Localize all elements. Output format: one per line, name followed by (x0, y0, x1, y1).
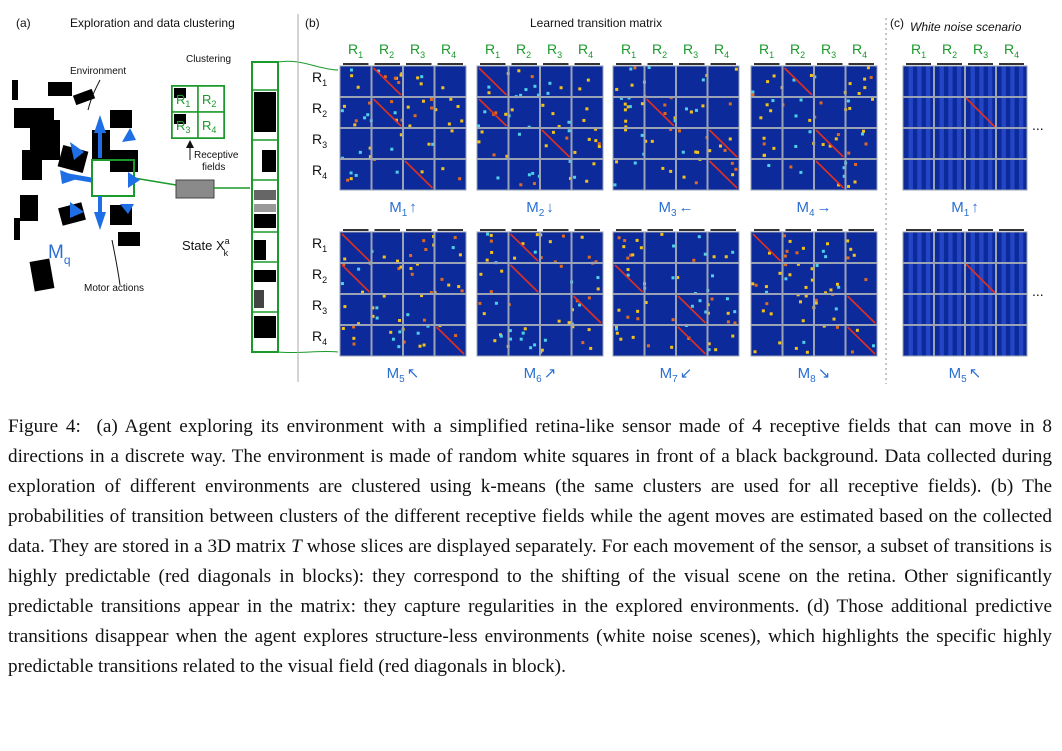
cluster-label-r1: R1 (176, 92, 190, 109)
movement-label-bottom-2: M6 ↗ (524, 365, 557, 385)
panel-c-title: White noise scenario (910, 20, 1022, 34)
clustering-label: Clustering (186, 54, 231, 65)
matrix-learned-3 (750, 63, 878, 191)
matrix-learned-4 (339, 229, 467, 357)
panel-b-label: (b) (305, 16, 320, 30)
row-label-bottom-2: R2 (312, 266, 327, 285)
movement-label-bottom-4: M8 ↘ (798, 365, 831, 385)
matrix-learned-0 (339, 63, 467, 191)
cluster-grid (171, 85, 225, 139)
sensor-device (175, 179, 215, 199)
cluster-label-r3: R3 (176, 118, 190, 135)
environment-label: Environment (70, 66, 126, 77)
col-label-4-4: R4 (1004, 41, 1019, 60)
col-label-1-4: R4 (578, 41, 593, 60)
col-label-1-2: R2 (516, 41, 531, 60)
matrix-learned-2 (612, 63, 740, 191)
col-label-2-1: R1 (621, 41, 636, 60)
col-label-0-1: R1 (348, 41, 363, 60)
matrix-noise-1 (902, 229, 1028, 357)
panel-a-title: Exploration and data clustering (70, 16, 235, 30)
col-label-4-2: R2 (942, 41, 957, 60)
col-label-1-3: R3 (547, 41, 562, 60)
row-label-top-2: R2 (312, 100, 327, 119)
environment-illustration (12, 79, 177, 292)
movement-label-top-1: M1 ↑ (389, 199, 417, 219)
mq-label: Mq (48, 242, 71, 267)
col-label-1-1: R1 (485, 41, 500, 60)
caption-matrix-symbol: T (291, 536, 302, 557)
movement-label-bottom-3: M7 ↙ (660, 365, 693, 385)
matrix-labels: R1 R2 R3 R4 R1 R2 R3 R4 R1 R2 R3 R4 R1 R2 R3 R4 R1 R2 R3 R4… (312, 41, 1044, 385)
col-label-0-3: R3 (410, 41, 425, 60)
matrix-learned-5 (476, 229, 604, 357)
motor-actions-label: Motor actions (84, 283, 144, 294)
ellipsis-2: ... (1032, 283, 1044, 299)
matrix-noise-0 (902, 63, 1028, 191)
col-label-0-4: R4 (441, 41, 456, 60)
col-label-4-3: R3 (973, 41, 988, 60)
row-label-bottom-3: R3 (312, 297, 327, 316)
matrix-learned-1 (476, 63, 604, 191)
noise-movement-label-bottom: M5 ↖ (949, 365, 982, 385)
transition-matrices (339, 63, 1028, 357)
row-label-top-1: R1 (312, 69, 327, 88)
panel-b-title: Learned transition matrix (530, 16, 662, 30)
panel-c-label: (c) (890, 16, 904, 30)
movement-label-top-3: M3 ← (658, 199, 693, 219)
panel-a-label: (a) (16, 16, 31, 30)
row-label-top-4: R4 (312, 162, 327, 181)
state-vector (251, 60, 339, 354)
movement-label-bottom-1: M5 ↖ (387, 365, 420, 385)
receptive-fields-label-line2: fields (202, 162, 225, 173)
col-label-2-3: R3 (683, 41, 698, 60)
col-label-3-3: R3 (821, 41, 836, 60)
row-label-bottom-4: R4 (312, 328, 327, 347)
noise-movement-label-top: M1 ↑ (951, 199, 979, 219)
receptive-fields-label-line1: Receptive (194, 150, 239, 161)
state-label: State Xa k (182, 236, 230, 258)
cluster-label-r4: R4 (202, 118, 216, 135)
col-label-2-2: R2 (652, 41, 667, 60)
row-label-bottom-1: R1 (312, 235, 327, 254)
figure-4: (a) Exploration and data clustering (12, 14, 1044, 385)
matrix-learned-6 (612, 229, 740, 357)
movement-label-top-2: M2 ↓ (526, 199, 554, 219)
figure-caption: Figure 4: (a) Agent exploring its enviro… (8, 412, 1052, 682)
caption-part2: whose slices are displayed separately. F… (8, 536, 1057, 677)
cluster-label-r2: R2 (202, 92, 216, 109)
col-label-4-1: R1 (911, 41, 926, 60)
row-label-top-3: R3 (312, 131, 327, 150)
col-label-3-1: R1 (759, 41, 774, 60)
ellipsis-1: ... (1032, 117, 1044, 133)
matrix-learned-7 (750, 229, 878, 357)
movement-label-top-4: M4 → (796, 199, 831, 219)
col-label-3-2: R2 (790, 41, 805, 60)
caption-part1: Figure 4: (a) Agent exploring its enviro… (8, 416, 1057, 557)
col-label-3-4: R4 (852, 41, 867, 60)
col-label-0-2: R2 (379, 41, 394, 60)
col-label-2-4: R4 (714, 41, 729, 60)
